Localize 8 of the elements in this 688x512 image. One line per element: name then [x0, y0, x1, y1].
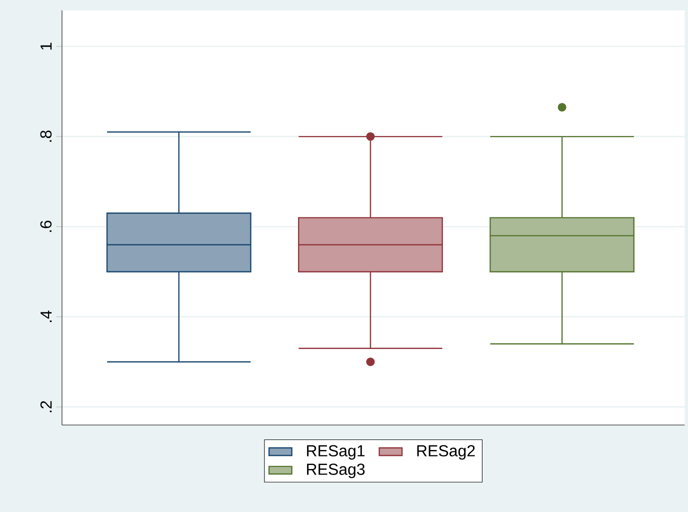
y-tick-label: .4	[40, 310, 52, 322]
legend-label: RESag1	[307, 445, 365, 460]
legend-label: RESag2	[417, 445, 475, 460]
y-tick-label: .8	[40, 130, 52, 142]
y-tick-label: .2	[40, 401, 52, 412]
y-tick-label: 1	[40, 42, 52, 50]
y-tick-label: .6	[40, 220, 52, 232]
legend-label: RESag3	[307, 464, 365, 478]
